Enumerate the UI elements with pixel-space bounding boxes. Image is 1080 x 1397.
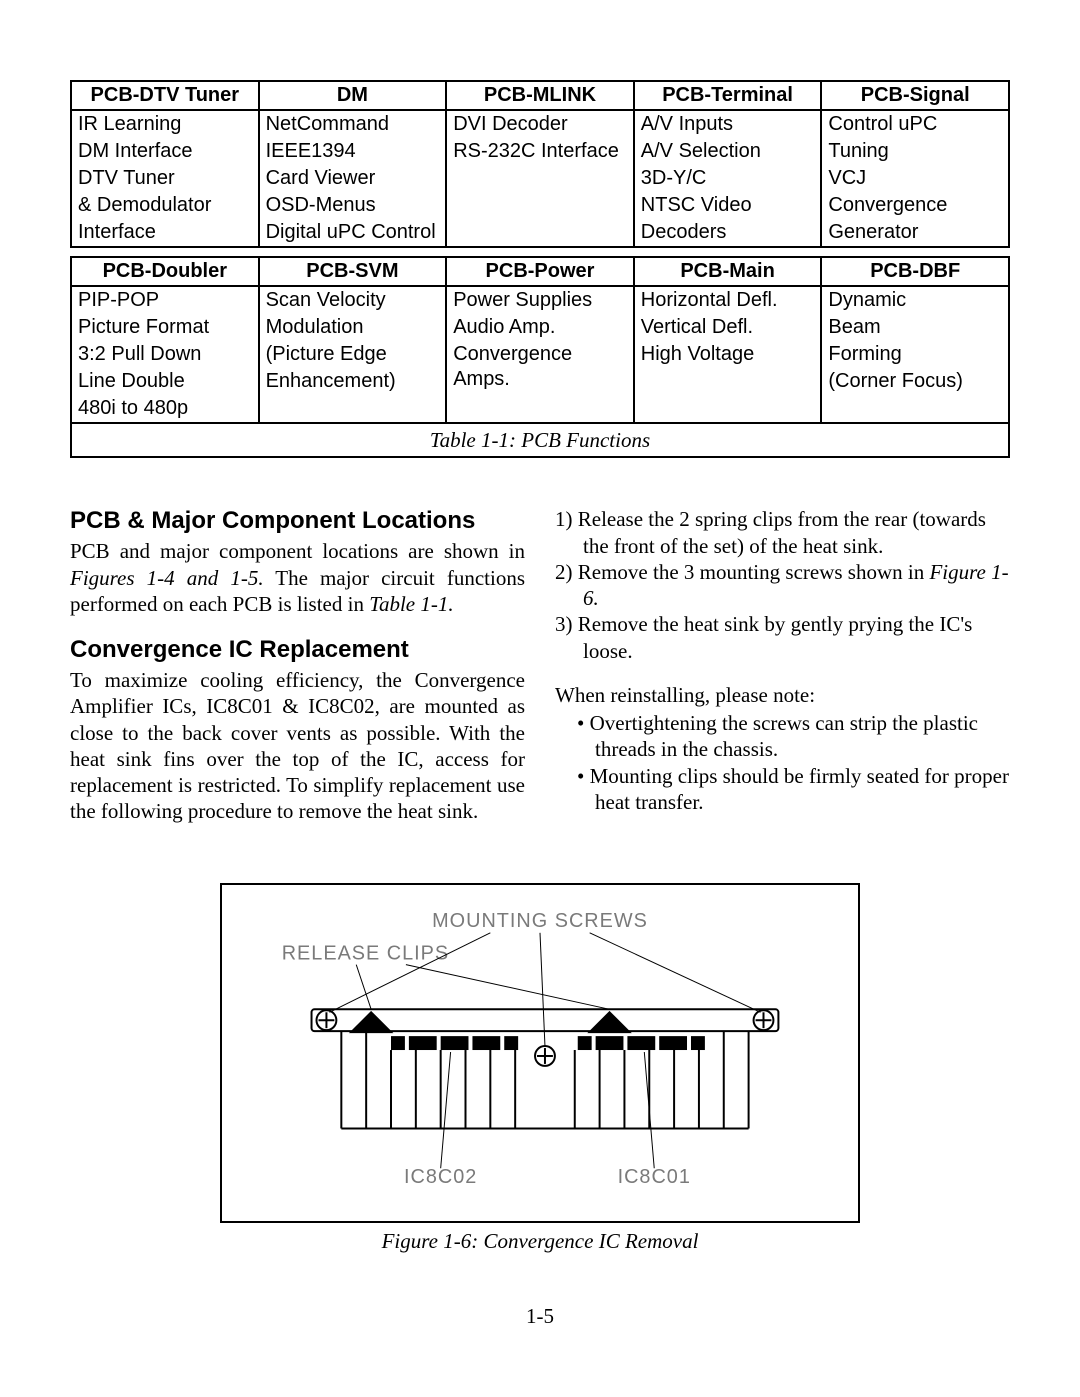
t1c: A/V Inputs — [635, 111, 821, 138]
figure-caption: Figure 1-6: Convergence IC Removal — [220, 1229, 860, 1254]
t1c: DVI Decoder — [447, 111, 633, 138]
heading-convergence: Convergence IC Replacement — [70, 635, 525, 665]
label-ic8c02: IC8C02 — [404, 1166, 477, 1188]
t1-h2: PCB-MLINK — [446, 81, 634, 110]
t1c: Tuning — [822, 138, 1008, 165]
t1-h0: PCB-DTV Tuner — [71, 81, 259, 110]
t2-h2: PCB-Power — [446, 257, 634, 286]
label-ic8c01: IC8C01 — [618, 1166, 691, 1188]
t1-h1: DM — [259, 81, 447, 110]
t2c: 3:2 Pull Down — [72, 341, 258, 368]
t1c: NTSC Video — [635, 192, 821, 219]
left-column: PCB & Major Component Locations PCB and … — [70, 506, 525, 842]
pcb-functions-table-1: PCB-DTV Tuner DM PCB-MLINK PCB-Terminal … — [70, 80, 1010, 248]
t2c: Modulation — [260, 314, 446, 341]
step-3: 3) Remove the heat sink by gently prying… — [555, 611, 1010, 664]
t2c: Convergence Amps. — [447, 341, 633, 393]
t1c: Convergence — [822, 192, 1008, 219]
t2-h3: PCB-Main — [634, 257, 822, 286]
pcb-locations-paragraph: PCB and major component locations are sh… — [70, 538, 525, 617]
page-number: 1-5 — [70, 1304, 1010, 1329]
t1c: DTV Tuner — [72, 165, 258, 192]
t1c: Control uPC — [822, 111, 1008, 138]
t2c: 480i to 480p — [72, 395, 258, 422]
t1c: 3D-Y/C — [635, 165, 821, 192]
t1c: RS-232C Interface — [447, 138, 633, 165]
t1c: & Demodulator — [72, 192, 258, 219]
t1c: NetCommand — [260, 111, 446, 138]
reinstall-intro: When reinstalling, please note: — [555, 682, 1010, 708]
t2c: Enhancement) — [260, 368, 446, 395]
convergence-ic-diagram: MOUNTING SCREWS RELEASE CLIPS IC8C02 IC8… — [242, 905, 838, 1203]
t1-h3: PCB-Terminal — [634, 81, 822, 110]
heading-pcb-locations: PCB & Major Component Locations — [70, 506, 525, 536]
body-columns: PCB & Major Component Locations PCB and … — [70, 506, 1010, 842]
t2c: Scan Velocity — [260, 287, 446, 314]
table-caption: Table 1-1: PCB Functions — [71, 423, 1009, 457]
t1-h4: PCB-Signal — [821, 81, 1009, 110]
t2c: Power Supplies — [447, 287, 633, 314]
t1c: Card Viewer — [260, 165, 446, 192]
convergence-paragraph: To maximize cooling efficiency, the Conv… — [70, 667, 525, 825]
t2c: Beam — [822, 314, 1008, 341]
t1c: A/V Selection — [635, 138, 821, 165]
t1c: VCJ — [822, 165, 1008, 192]
t1c: Generator — [822, 219, 1008, 246]
diagram-frame: MOUNTING SCREWS RELEASE CLIPS IC8C02 IC8… — [220, 883, 860, 1223]
t1c: IEEE1394 — [260, 138, 446, 165]
t2-h4: PCB-DBF — [821, 257, 1009, 286]
t1c: IR Learning — [72, 111, 258, 138]
label-release-clips: RELEASE CLIPS — [282, 942, 449, 964]
t1c: Digital uPC Control — [260, 219, 446, 246]
reinstall-notes: Overtightening the screws can strip the … — [555, 710, 1010, 815]
t2c: (Picture Edge — [260, 341, 446, 368]
t2c: High Voltage — [635, 341, 821, 368]
right-column: 1) Release the 2 spring clips from the r… — [555, 506, 1010, 842]
label-mounting-screws: MOUNTING SCREWS — [432, 909, 648, 931]
step-1: 1) Release the 2 spring clips from the r… — [555, 506, 1010, 559]
t2c: Line Double — [72, 368, 258, 395]
t2c: Picture Format — [72, 314, 258, 341]
t2c: Audio Amp. — [447, 314, 633, 341]
t2c: Dynamic — [822, 287, 1008, 314]
t2c: PIP-POP — [72, 287, 258, 314]
figure-1-6: MOUNTING SCREWS RELEASE CLIPS IC8C02 IC8… — [220, 883, 860, 1254]
t1c: Interface — [72, 219, 258, 246]
removal-steps: 1) Release the 2 spring clips from the r… — [555, 506, 1010, 664]
note-2: Mounting clips should be firmly seated f… — [555, 763, 1010, 816]
t2c: Forming — [822, 341, 1008, 368]
t2c: Horizontal Defl. — [635, 287, 821, 314]
t1c: Decoders — [635, 219, 821, 246]
step-2: 2) Remove the 3 mounting screws shown in… — [555, 559, 1010, 612]
t1c: DM Interface — [72, 138, 258, 165]
t2c: Vertical Defl. — [635, 314, 821, 341]
t1c: OSD-Menus — [260, 192, 446, 219]
pcb-functions-table-2: PCB-Doubler PCB-SVM PCB-Power PCB-Main P… — [70, 256, 1010, 458]
note-1: Overtightening the screws can strip the … — [555, 710, 1010, 763]
t2-h0: PCB-Doubler — [71, 257, 259, 286]
t2-h1: PCB-SVM — [259, 257, 447, 286]
t2c: (Corner Focus) — [822, 368, 1008, 395]
